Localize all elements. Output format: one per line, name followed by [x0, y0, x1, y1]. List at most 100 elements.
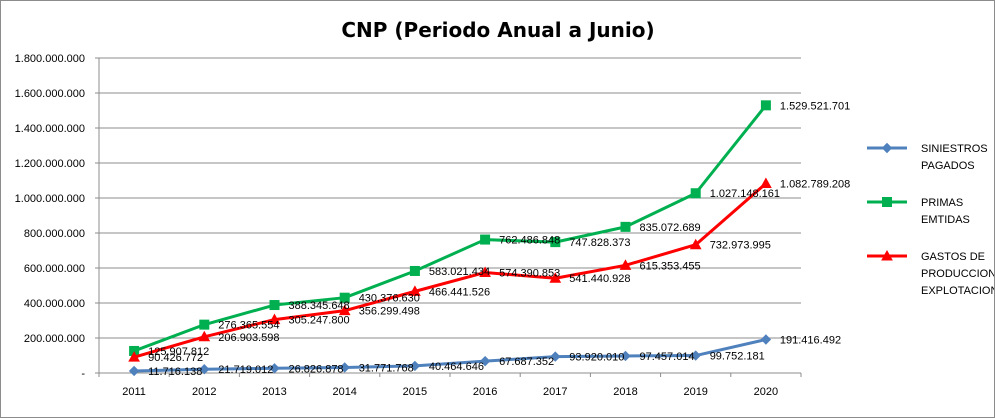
data-label: 40.464.646	[429, 361, 484, 373]
x-tick-label: 2019	[683, 386, 707, 398]
data-label: 305.247.800	[289, 315, 350, 327]
data-label: 93.920.010	[569, 352, 624, 364]
y-tick-label: 200.000.000	[24, 333, 85, 345]
data-point	[760, 177, 772, 189]
series-1	[129, 100, 771, 356]
legend-label: EMTIDAS	[921, 214, 970, 226]
legend-label: GASTOS DE	[921, 251, 985, 263]
chart-title: CNP (Periodo Anual a Junio)	[341, 18, 654, 42]
y-tick-label: -	[81, 368, 85, 380]
x-tick-label: 2018	[613, 386, 637, 398]
data-label: 732.973.995	[710, 240, 771, 252]
legend-item: PRIMAS EMTIDAS	[867, 197, 970, 226]
data-point	[690, 350, 701, 361]
data-label: 99.752.181	[710, 351, 765, 363]
data-label: 21.719.012	[218, 364, 273, 376]
grid-lines	[99, 57, 801, 339]
data-point	[479, 355, 491, 367]
data-point	[619, 259, 632, 270]
data-point	[689, 238, 702, 250]
data-point	[479, 266, 491, 277]
data-point	[690, 188, 701, 199]
data-point	[269, 300, 280, 311]
y-tick-label: 600.000.000	[24, 263, 85, 275]
data-point	[269, 363, 280, 374]
data-point	[549, 272, 562, 283]
data-label: 31.771.768	[359, 362, 414, 374]
data-point	[339, 362, 350, 373]
data-point	[339, 292, 350, 303]
data-label: 1.027.148.161	[710, 188, 780, 200]
legend-swatch-marker	[881, 249, 893, 261]
data-point	[338, 304, 351, 316]
data-label: 276.365.554	[218, 320, 279, 332]
data-label: 541.440.928	[569, 273, 630, 285]
data-point	[760, 100, 771, 111]
data-point	[128, 365, 140, 377]
data-label: 191.416.492	[780, 335, 841, 347]
data-label: 67.687.352	[499, 356, 554, 368]
series-line	[133, 182, 767, 359]
data-label: 90.426.772	[148, 352, 203, 364]
y-tick-label: 1.000.000.000	[15, 193, 85, 205]
data-label: 430.376.630	[359, 293, 420, 305]
data-point	[128, 351, 140, 362]
data-point	[620, 350, 631, 362]
data-label: 466.441.526	[429, 286, 490, 298]
data-point	[620, 221, 631, 232]
data-labels: 11.716.138 21.719.012 26.826.878 31.771.768…	[148, 100, 850, 378]
data-label: 615.353.455	[640, 260, 701, 272]
data-point	[268, 313, 281, 325]
data-label: 762.486.848	[499, 235, 560, 247]
data-point	[550, 237, 561, 248]
data-label: 1.082.789.208	[780, 179, 850, 191]
data-label: 388.345.648	[289, 300, 350, 312]
legend-label: PAGADOS	[921, 160, 975, 172]
legend: SINIESTROS PAGADOS PRIMAS EMTIDAS GASTOS DE P…	[867, 142, 994, 297]
legend-label: EXPLOTACION	[921, 285, 994, 297]
data-label: 206.903.598	[218, 332, 279, 344]
data-point	[199, 363, 210, 375]
legend-item: GASTOS DE PRODUCCION Y EXPLOTACION	[867, 249, 994, 297]
x-tick-label: 2016	[473, 386, 497, 398]
y-tick-label: 1.600.000.000	[15, 88, 85, 100]
legend-label: PRODUCCION Y	[921, 268, 994, 280]
data-label: 97.457.014	[640, 351, 695, 363]
x-tick-label: 2017	[543, 386, 567, 398]
axes: - 200.000.000 400.000.000 600.000.000 800.00…	[15, 53, 802, 398]
data-point	[199, 319, 210, 330]
legend-label: PRIMAS	[921, 197, 963, 209]
data-label: 356.299.498	[359, 306, 420, 318]
x-tick-label: 2011	[122, 386, 146, 398]
data-point	[480, 234, 491, 245]
y-tick-label: 800.000.000	[24, 228, 85, 240]
x-tick-label: 2013	[262, 386, 286, 398]
data-point	[198, 330, 211, 342]
data-point	[409, 360, 421, 372]
series-layer	[128, 100, 772, 377]
data-label: 1.529.521.701	[780, 100, 850, 112]
data-point	[550, 351, 561, 362]
y-tick-label: 1.400.000.000	[15, 123, 85, 135]
y-tick-label: 400.000.000	[24, 298, 85, 310]
data-label: 747.828.373	[569, 237, 630, 249]
y-tick-label: 1.800.000.000	[15, 53, 85, 65]
data-label: 574.390.853	[499, 267, 560, 279]
x-tick-label: 2020	[754, 386, 778, 398]
legend-swatch-marker	[882, 197, 892, 207]
x-tick-label: 2014	[332, 386, 356, 398]
data-label: 835.072.689	[640, 222, 701, 234]
series-line	[134, 338, 767, 373]
data-point	[409, 265, 420, 276]
data-point	[760, 334, 772, 345]
y-tick-label: 1.200.000.000	[15, 158, 85, 170]
data-label: 11.716.138	[148, 366, 202, 378]
legend-swatch-marker	[881, 142, 893, 154]
data-label: 583.021.434	[429, 266, 490, 278]
x-tick-label: 2012	[192, 386, 216, 398]
data-label: 125.907.812	[148, 346, 209, 358]
legend-item: SINIESTROS PAGADOS	[867, 142, 988, 172]
data-label: 26.826.878	[289, 363, 344, 375]
